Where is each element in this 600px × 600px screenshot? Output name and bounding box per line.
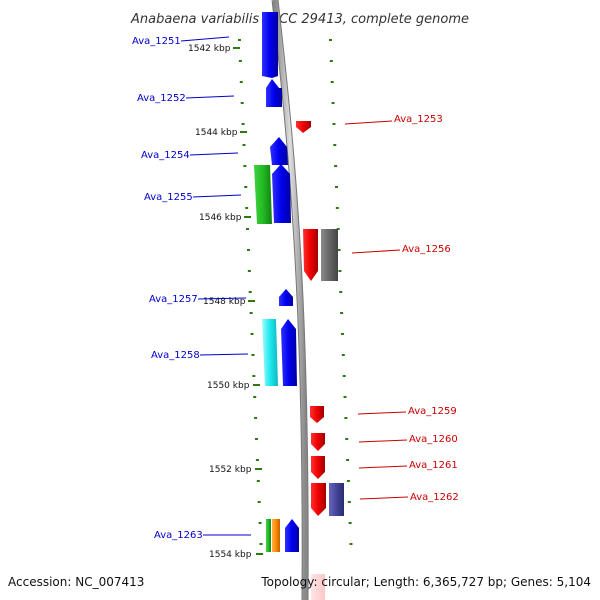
gene-ava-1257[interactable] [279, 289, 293, 306]
gene-label[interactable]: Ava_1260 [409, 434, 458, 445]
gene-label[interactable]: Ava_1262 [410, 492, 459, 503]
gene-label[interactable]: Ava_1258 [151, 350, 200, 361]
gene-ava-1255[interactable] [272, 164, 291, 223]
gene-label[interactable]: Ava_1255 [144, 192, 193, 203]
gene-label[interactable]: Ava_1254 [141, 150, 190, 161]
gene-label[interactable]: Ava_1261 [409, 460, 458, 471]
map-title: Anabaena variabilis ATCC 29413, complete… [130, 12, 469, 27]
scale-ticks-left [238, 39, 263, 545]
reverse-gene-labels: Ava_1253 Ava_1256 Ava_1259 Ava_1260 Ava_… [344, 114, 459, 503]
gene-label[interactable]: Ava_1253 [394, 114, 443, 125]
scale-label: 1546 kbp [199, 213, 242, 223]
gene-ava-1263[interactable] [285, 519, 299, 552]
gene-label[interactable]: Ava_1256 [402, 244, 451, 255]
scale-label: 1552 kbp [209, 465, 252, 475]
gene-label[interactable]: Ava_1263 [154, 530, 203, 541]
scale-label: 1548 kbp [203, 297, 246, 307]
gene-ava-1252[interactable] [266, 79, 282, 107]
genome-backbone-highlight [272, 0, 308, 600]
reverse-genes [296, 121, 344, 600]
gene-ava-1260[interactable] [311, 433, 325, 451]
gene-ava-1258-cyan[interactable] [262, 319, 278, 386]
topology-text: Topology: circular; Length: 6,365,727 bp… [260, 575, 591, 589]
gene-ava-1259[interactable] [310, 406, 324, 423]
scale-label: 1542 kbp [188, 44, 231, 54]
gene-faint-bottom[interactable] [311, 574, 325, 600]
gene-ava-1251[interactable] [262, 12, 278, 78]
scale-labels: 1542 kbp 1544 kbp 1546 kbp 1548 kbp 1550… [188, 44, 263, 560]
gene-ava-1253[interactable] [296, 121, 311, 133]
scale-label: 1544 kbp [195, 128, 238, 138]
gene-ava-1262-purple[interactable] [329, 483, 344, 516]
gene-ava-1261[interactable] [311, 456, 325, 479]
gene-ava-1256-gray[interactable] [321, 229, 338, 281]
gene-label[interactable]: Ava_1251 [132, 36, 181, 47]
accession-text: Accession: NC_007413 [8, 575, 144, 589]
gene-ava-1255-green[interactable] [254, 165, 272, 224]
scale-label: 1550 kbp [207, 381, 250, 391]
gene-ava-1256[interactable] [303, 229, 318, 281]
forward-genes [254, 12, 299, 552]
gene-label[interactable]: Ava_1259 [408, 406, 457, 417]
gene-ava-1263-green[interactable] [266, 519, 271, 552]
forward-gene-labels: Ava_1251 Ava_1252 Ava_1254 Ava_1255 Ava_… [132, 36, 251, 541]
gene-ava-1263-orange[interactable] [272, 519, 280, 552]
scale-ticks-right [329, 39, 353, 545]
gene-ava-1258[interactable] [281, 319, 297, 386]
gene-ava-1254[interactable] [270, 137, 288, 165]
scale-label: 1554 kbp [209, 550, 252, 560]
gene-ava-1262[interactable] [311, 483, 326, 516]
gene-label[interactable]: Ava_1252 [137, 93, 186, 104]
gene-label[interactable]: Ava_1257 [149, 294, 198, 305]
